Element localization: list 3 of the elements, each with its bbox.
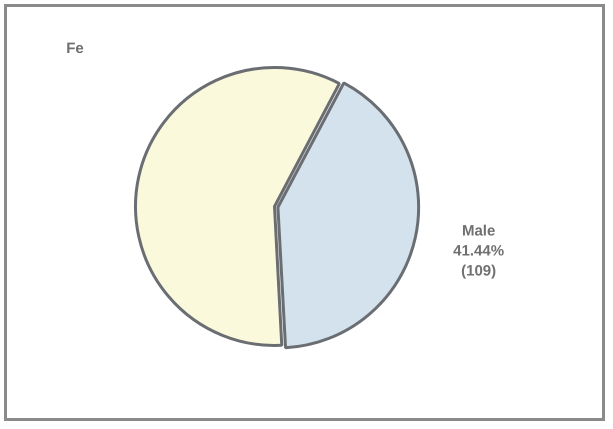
slice-label: Male xyxy=(462,222,496,240)
data-label: 41.44% (109) xyxy=(453,242,504,280)
slice-label: Fe xyxy=(66,40,84,58)
